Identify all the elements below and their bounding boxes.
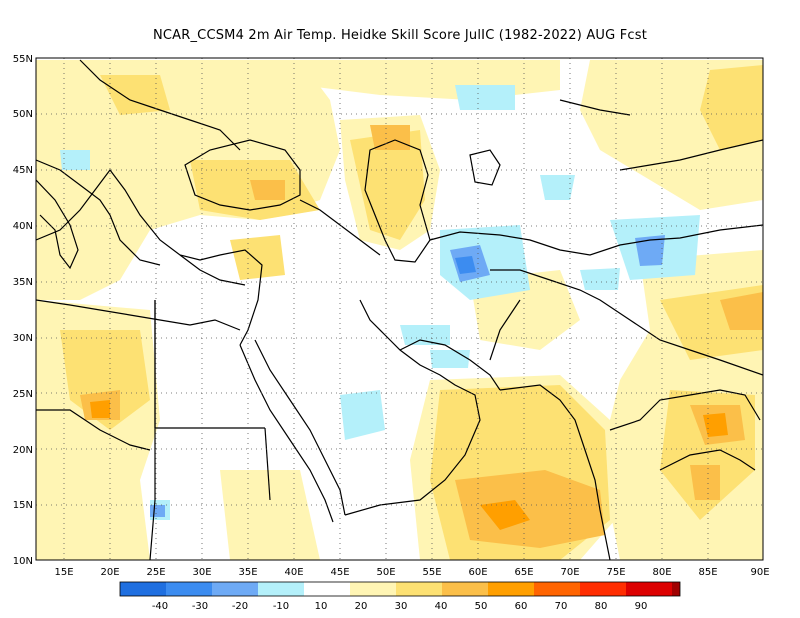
lon-tick: 65E xyxy=(514,567,533,578)
colorbar-swatch xyxy=(534,582,580,596)
lat-tick: 25N xyxy=(13,389,33,400)
lat-tick: 40N xyxy=(13,221,33,232)
lon-tick: 25E xyxy=(146,567,165,578)
map-title: NCAR_CCSM4 2m Air Temp. Heidke Skill Sco… xyxy=(152,28,648,43)
colorbar-label: 80 xyxy=(595,601,608,612)
colorbar: -40 -30 -20 -10 10 20 30 40 50 60 70 80 … xyxy=(119,581,681,612)
colorbar-label: 90 xyxy=(635,601,648,612)
colorbar-swatch xyxy=(672,582,680,596)
lon-tick: 60E xyxy=(468,567,487,578)
lon-tick: 40E xyxy=(284,567,303,578)
lat-tick: 35N xyxy=(13,277,33,288)
colorbar-label: 40 xyxy=(435,601,448,612)
colorbar-swatch xyxy=(626,582,672,596)
coastlines xyxy=(36,59,763,560)
colorbar-swatch xyxy=(120,582,166,596)
colorbar-label: -20 xyxy=(232,601,248,612)
lat-axis: 10N 15N 20N 25N 30N 35N 40N 45N 50N 55N xyxy=(13,54,33,567)
colorbar-label: 60 xyxy=(515,601,528,612)
colorbar-label: 30 xyxy=(395,601,408,612)
colorbar-label: -30 xyxy=(192,601,208,612)
lon-tick: 30E xyxy=(192,567,211,578)
plot-frame xyxy=(35,57,764,561)
lon-axis: 15E 20E 25E 30E 35E 40E 45E 50E 55E 60E … xyxy=(54,567,769,578)
lon-tick: 90E xyxy=(750,567,769,578)
lon-tick: 70E xyxy=(560,567,579,578)
colorbar-swatch xyxy=(258,582,304,596)
colorbar-label: -40 xyxy=(152,601,168,612)
lat-tick: 10N xyxy=(13,556,33,567)
colorbar-swatch xyxy=(442,582,488,596)
lat-tick: 45N xyxy=(13,165,33,176)
lon-tick: 50E xyxy=(376,567,395,578)
colorbar-frame xyxy=(119,581,681,597)
lon-tick: 85E xyxy=(698,567,717,578)
lat-tick: 20N xyxy=(13,445,33,456)
lon-tick: 15E xyxy=(54,567,73,578)
colorbar-label: 20 xyxy=(355,601,368,612)
colorbar-swatch xyxy=(166,582,212,596)
colorbar-label: 50 xyxy=(475,601,488,612)
lon-tick: 35E xyxy=(238,567,257,578)
lat-tick: 30N xyxy=(13,333,33,344)
colorbar-label: -10 xyxy=(273,601,289,612)
lon-tick: 80E xyxy=(652,567,671,578)
colorbar-label: 10 xyxy=(315,601,328,612)
lon-tick: 55E xyxy=(422,567,441,578)
colorbar-swatch xyxy=(580,582,626,596)
colorbar-swatch xyxy=(212,582,258,596)
skill-field xyxy=(36,60,763,560)
lat-tick: 15N xyxy=(13,500,33,511)
colorbar-swatch xyxy=(396,582,442,596)
gridlines xyxy=(36,58,763,560)
colorbar-swatch xyxy=(350,582,396,596)
lat-tick: 50N xyxy=(13,109,33,120)
lat-tick: 55N xyxy=(13,54,33,65)
colorbar-label: 70 xyxy=(555,601,568,612)
colorbar-swatch xyxy=(488,582,534,596)
lon-tick: 20E xyxy=(100,567,119,578)
colorbar-swatch xyxy=(304,582,350,596)
lon-tick: 75E xyxy=(606,567,625,578)
lon-tick: 45E xyxy=(330,567,349,578)
